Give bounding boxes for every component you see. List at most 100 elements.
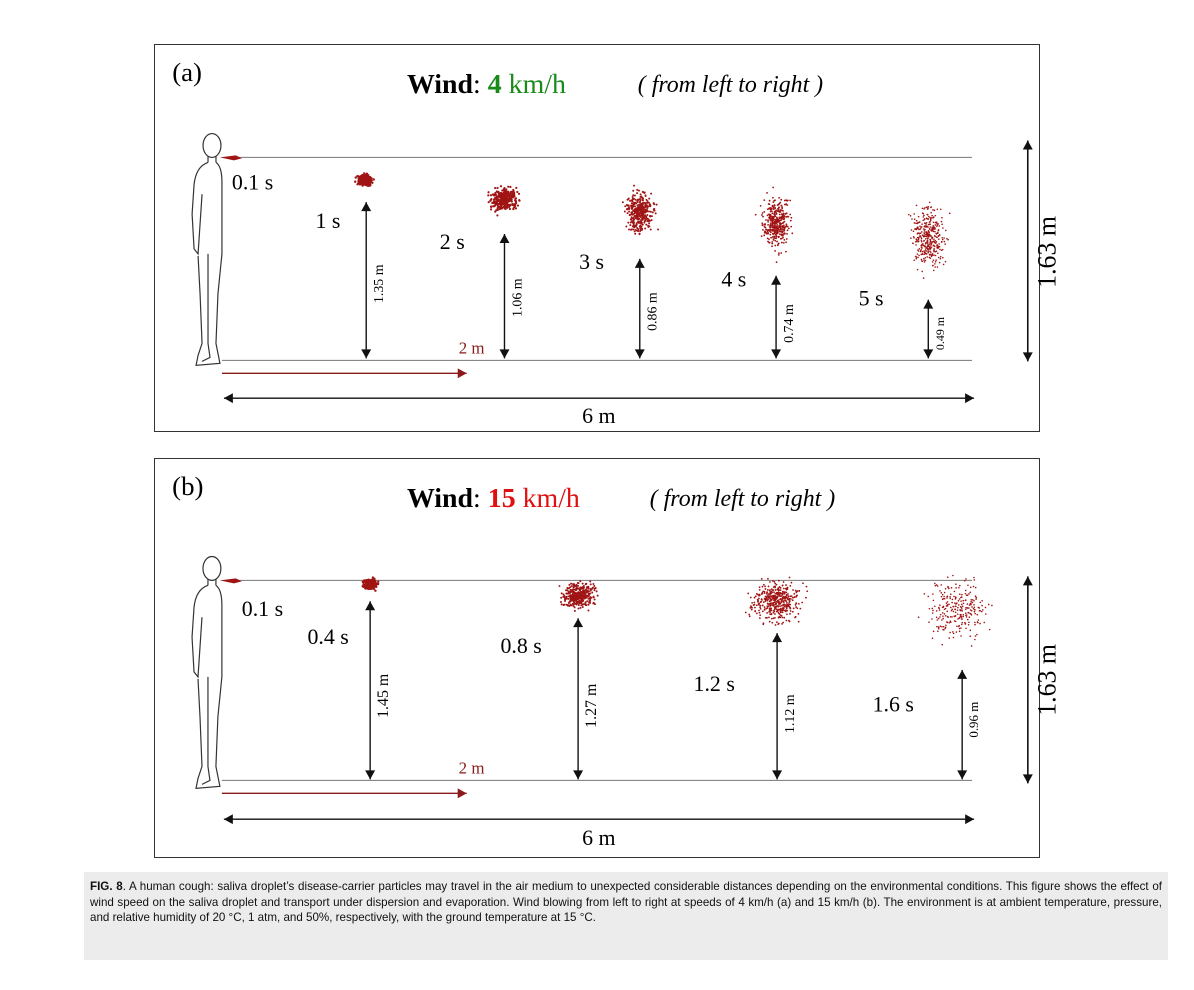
droplet-particle xyxy=(789,199,792,202)
droplet-particle xyxy=(964,592,967,595)
droplet-particle xyxy=(967,607,969,609)
droplet-particle xyxy=(567,592,570,595)
droplet-particle xyxy=(971,606,973,608)
droplet-particle xyxy=(764,585,766,588)
droplet-particle xyxy=(917,616,920,619)
droplet-particle xyxy=(916,240,919,242)
droplet-particle xyxy=(778,216,781,219)
droplet-particle xyxy=(366,584,369,587)
droplet-particle xyxy=(772,238,775,240)
droplet-particle xyxy=(790,216,793,219)
droplet-particle xyxy=(934,239,937,242)
droplet-particle xyxy=(932,609,934,612)
droplet-particle xyxy=(932,269,935,272)
droplet-particle xyxy=(769,594,771,596)
droplet-particle xyxy=(924,251,926,254)
droplet-particle xyxy=(759,601,762,604)
droplet-particle xyxy=(633,230,636,233)
droplet-particle xyxy=(636,188,639,191)
droplet-particle xyxy=(775,209,778,212)
droplet-particle xyxy=(774,595,776,598)
droplet-particle xyxy=(934,241,936,244)
droplet-particle xyxy=(925,221,928,224)
droplet-particle xyxy=(768,238,770,241)
droplet-particle xyxy=(775,222,777,225)
droplet-particle xyxy=(970,609,973,612)
droplet-particle xyxy=(762,583,765,586)
droplet-particle xyxy=(942,617,944,620)
droplet-particle xyxy=(587,594,590,597)
droplet-particle xyxy=(956,609,959,611)
droplet-particle xyxy=(502,193,505,196)
droplet-particle xyxy=(777,599,780,602)
droplet-particle xyxy=(932,599,935,602)
droplet-particle xyxy=(949,620,952,622)
droplet-particle xyxy=(502,191,506,194)
droplet-particle xyxy=(941,216,943,219)
droplet-particle xyxy=(579,606,582,609)
time-label: 0.1 s xyxy=(242,596,283,621)
droplet-particle xyxy=(781,608,784,610)
droplet-particle xyxy=(955,631,958,633)
droplet-particle xyxy=(581,603,584,606)
droplet-particle xyxy=(980,610,983,613)
droplet-particle xyxy=(783,238,786,241)
droplet-particle xyxy=(955,583,957,585)
droplet-particle xyxy=(913,213,915,215)
droplet-particle xyxy=(582,597,585,600)
droplet-particle xyxy=(771,241,774,243)
droplet-particle xyxy=(500,207,503,210)
droplet-particle xyxy=(577,600,580,603)
droplet-particle xyxy=(754,610,757,613)
droplet-particle xyxy=(566,587,569,590)
arrowhead xyxy=(361,202,372,212)
arrowhead xyxy=(499,234,510,243)
droplet-particle xyxy=(505,188,508,191)
droplet-particle xyxy=(917,237,920,240)
droplet-particle xyxy=(917,249,919,251)
droplet-particle xyxy=(938,225,941,227)
droplet-particle xyxy=(920,227,922,229)
droplet-particle xyxy=(943,608,946,611)
mouth-height-label: 1.63 m xyxy=(1033,216,1062,288)
droplet-particle xyxy=(511,203,514,206)
droplet-particle xyxy=(954,608,957,611)
time-label: 0.1 s xyxy=(232,170,273,194)
droplet-particle xyxy=(934,263,936,265)
arrowhead xyxy=(634,349,645,359)
droplet-particle xyxy=(973,603,975,606)
droplet-particle xyxy=(944,627,946,630)
droplet-particle xyxy=(789,219,792,222)
droplet-particle xyxy=(789,612,791,615)
droplet-particle xyxy=(581,606,584,609)
droplet-particle xyxy=(644,204,647,207)
droplet-particle xyxy=(353,180,357,183)
droplet-particle xyxy=(776,240,778,243)
droplet-particle xyxy=(968,621,970,624)
droplet-particle xyxy=(357,177,361,181)
droplet-particle xyxy=(769,226,772,229)
droplet-particle xyxy=(937,231,939,234)
droplet-particle xyxy=(777,605,780,608)
droplet-particle xyxy=(919,235,922,237)
droplet-particle xyxy=(766,617,768,619)
droplet-particle xyxy=(774,244,777,247)
droplet-particle xyxy=(577,604,580,607)
droplet-particle xyxy=(578,594,581,597)
droplet-particle xyxy=(502,196,506,199)
droplet-particle xyxy=(782,233,785,235)
droplet-particle xyxy=(956,625,958,628)
droplet-particle xyxy=(639,195,642,198)
droplet-particle xyxy=(941,626,943,628)
droplet-particle xyxy=(641,190,644,193)
panel-a-figure: (a) Wind: 4 km/h ( from left to right ) … xyxy=(172,57,1061,428)
droplet-particle xyxy=(787,227,790,230)
droplet-particle xyxy=(950,606,952,609)
droplet-particle xyxy=(585,588,588,591)
droplet-particle xyxy=(640,222,643,225)
droplet-particle xyxy=(778,233,781,236)
droplet-particle xyxy=(757,597,760,600)
droplet-particle xyxy=(514,197,518,200)
droplet-particle xyxy=(768,217,771,220)
droplet-particle xyxy=(913,222,916,224)
